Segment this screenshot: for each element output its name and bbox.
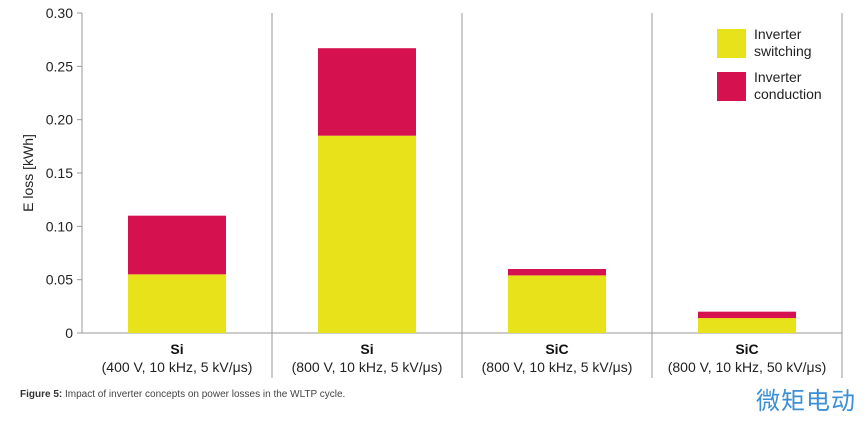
legend-label: Inverter xyxy=(754,26,802,42)
bar-segment-conduction xyxy=(698,311,796,319)
category-sublabel: (800 V, 10 kHz, 5 kV/μs) xyxy=(482,359,633,375)
y-tick-label: 0.10 xyxy=(46,218,73,234)
category-sublabel: (800 V, 10 kHz, 50 kV/μs) xyxy=(668,359,827,375)
y-tick-label: 0.20 xyxy=(46,112,73,128)
y-tick-label: 0.25 xyxy=(46,58,73,74)
bar-segment-switching xyxy=(508,275,606,333)
bar-segment-conduction xyxy=(128,215,226,275)
bar-segment-conduction xyxy=(508,269,606,276)
caption-label: Figure 5: xyxy=(20,389,63,400)
category-label: Si xyxy=(170,341,183,357)
bar-segment-conduction xyxy=(318,48,416,136)
watermark-logo: 微矩电动 xyxy=(756,387,856,415)
legend-swatch xyxy=(717,29,746,58)
legend-label: conduction xyxy=(754,86,822,102)
bar-segment-switching xyxy=(128,274,226,333)
category-sublabel: (400 V, 10 kHz, 5 kV/μs) xyxy=(102,359,253,375)
bar-segment-switching xyxy=(698,318,796,333)
y-tick-label: 0.30 xyxy=(46,5,73,21)
caption-text: Impact of inverter concepts on power los… xyxy=(62,389,346,400)
bar-segment-switching xyxy=(318,135,416,333)
stacked-bar-chart: 0 0.05 0.10 0.15 0.20 0.25 0.30 E loss [kWh] Si (… xyxy=(20,5,843,378)
category-label: Si xyxy=(360,341,373,357)
y-axis-label: E loss [kWh] xyxy=(20,134,36,212)
legend-label: switching xyxy=(754,43,812,59)
y-tick-label: 0 xyxy=(65,325,73,341)
category-sublabel: (800 V, 10 kHz, 5 kV/μs) xyxy=(292,359,443,375)
category-label: SiC xyxy=(735,341,758,357)
y-tick-label: 0.15 xyxy=(46,165,73,181)
legend-swatch xyxy=(717,72,746,101)
y-tick-label: 0.05 xyxy=(46,272,73,288)
legend-label: Inverter xyxy=(754,69,802,85)
figure-caption: Figure 5: Impact of inverter concepts on… xyxy=(20,389,345,400)
category-label: SiC xyxy=(545,341,568,357)
